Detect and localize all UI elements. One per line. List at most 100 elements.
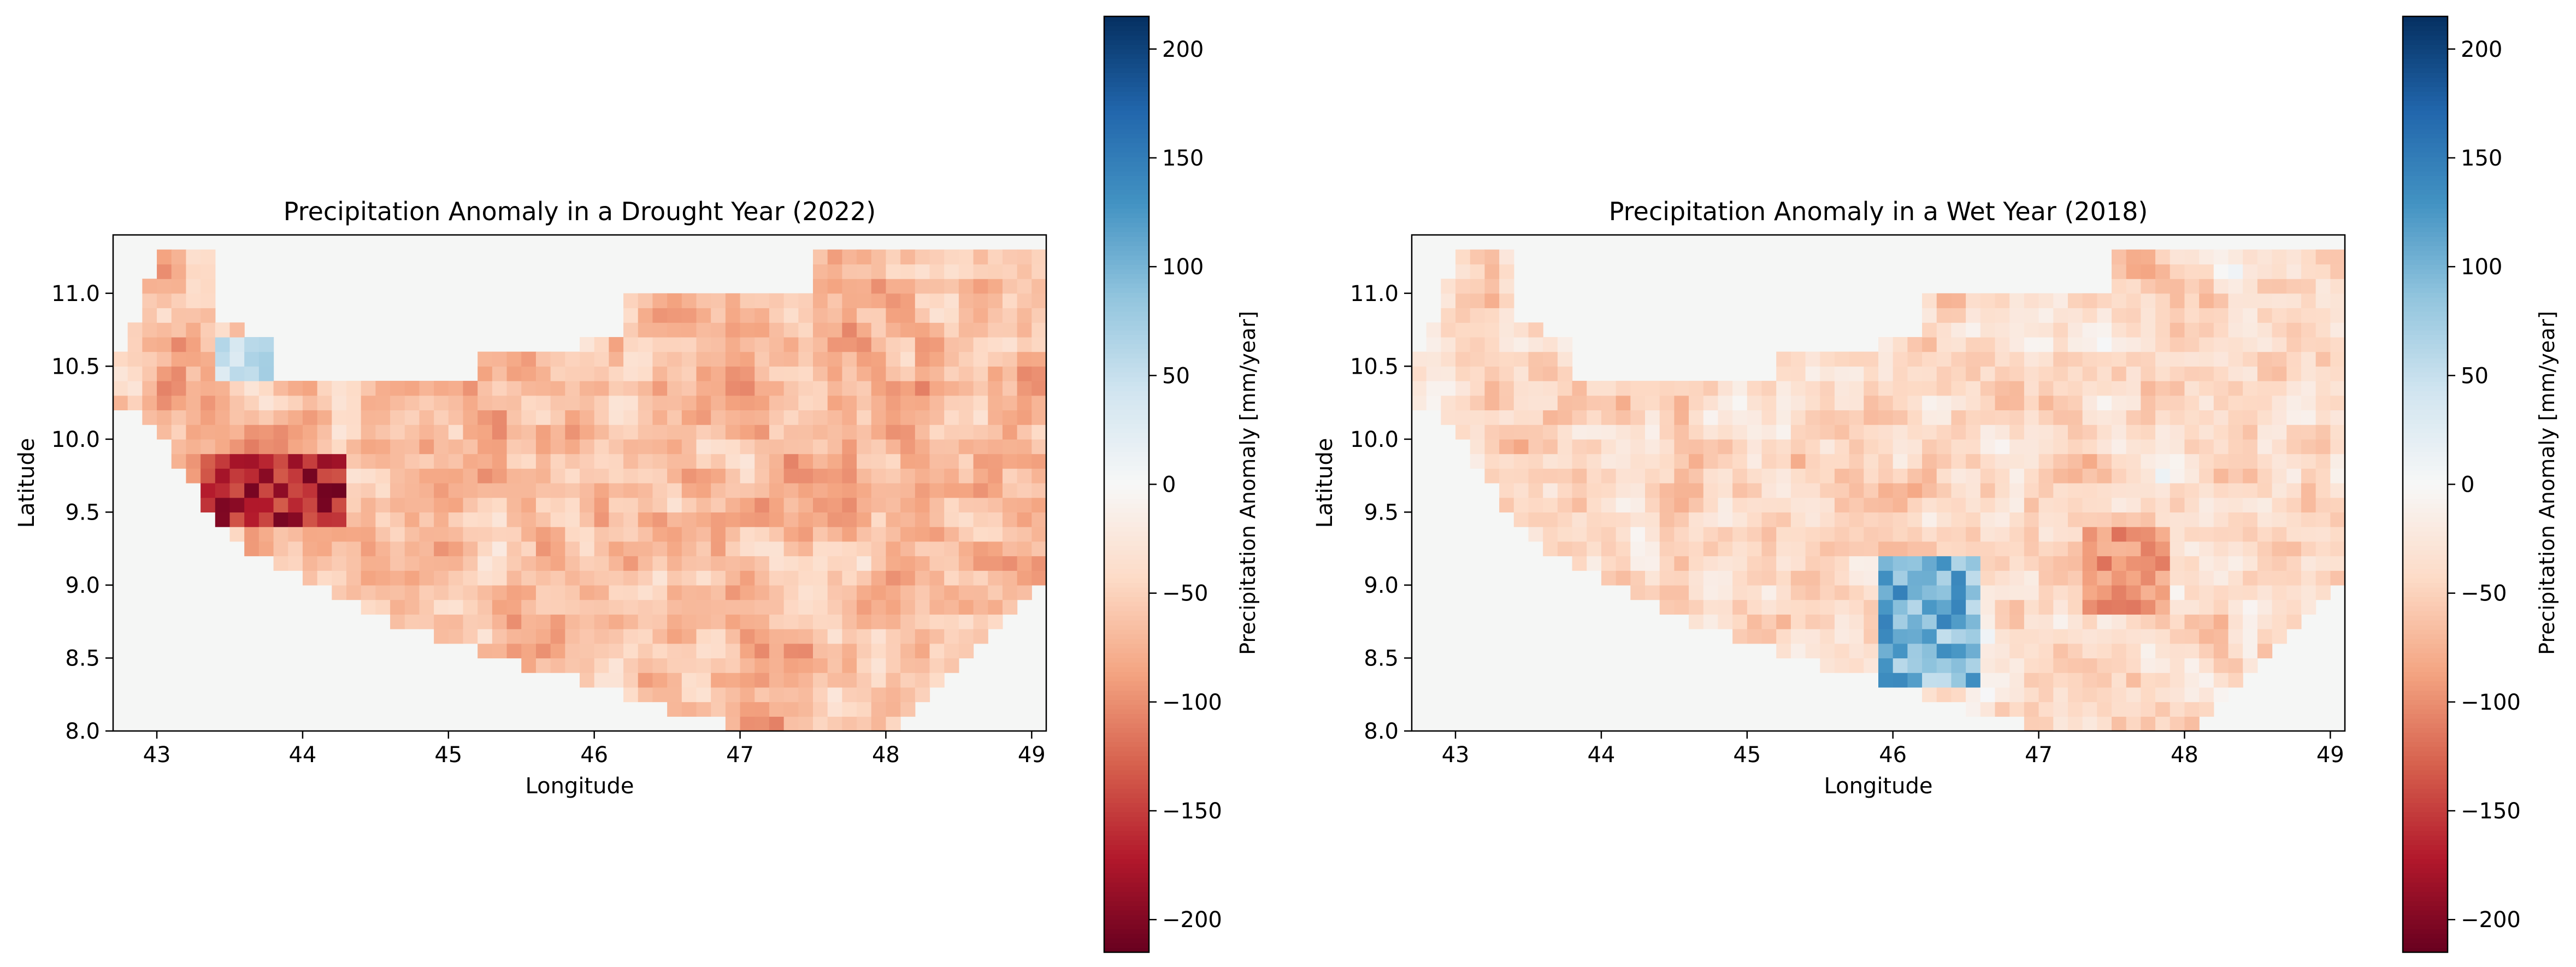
heatmap-cell bbox=[1572, 483, 1587, 498]
heatmap-cell bbox=[1689, 614, 1704, 629]
heatmap-cell bbox=[842, 512, 857, 527]
heatmap-cell bbox=[332, 541, 347, 557]
heatmap-cell bbox=[1645, 570, 1660, 586]
heatmap-cell bbox=[521, 541, 537, 557]
colorbar-segment bbox=[1104, 320, 1149, 326]
heatmap-cell bbox=[2009, 366, 2025, 381]
heatmap-cell bbox=[1587, 439, 1602, 455]
colorbar-segment bbox=[2403, 564, 2448, 569]
heatmap-cell bbox=[258, 410, 274, 425]
heatmap-cell bbox=[463, 614, 478, 629]
heatmap-cell bbox=[929, 497, 945, 513]
heatmap-cell bbox=[302, 556, 318, 571]
colorbar-segment bbox=[2403, 512, 2448, 518]
colorbar-segment bbox=[1104, 311, 1149, 316]
heatmap-cell bbox=[623, 585, 639, 600]
heatmap-cell bbox=[521, 629, 537, 644]
heatmap-cell bbox=[215, 483, 231, 498]
y-tick-label: 9.0 bbox=[65, 573, 100, 598]
heatmap-cell bbox=[2184, 497, 2200, 513]
heatmap-cell bbox=[448, 453, 464, 469]
heatmap-cell bbox=[725, 614, 741, 629]
colorbar-segment bbox=[1104, 550, 1149, 555]
heatmap-cell bbox=[638, 468, 653, 484]
heatmap-cell bbox=[2112, 483, 2127, 498]
heatmap-cell bbox=[2112, 673, 2127, 688]
heatmap-cell bbox=[332, 424, 347, 440]
heatmap-cell bbox=[2199, 337, 2214, 352]
heatmap-cell bbox=[857, 658, 872, 673]
heatmap-cell bbox=[1893, 673, 1908, 688]
heatmap-cell bbox=[1002, 483, 1018, 498]
heatmap-cell bbox=[157, 424, 172, 440]
heatmap-cell bbox=[492, 381, 508, 396]
heatmap-cell bbox=[346, 570, 362, 586]
heatmap-cell bbox=[1732, 541, 1748, 557]
colorbar-segment bbox=[1104, 498, 1149, 504]
heatmap-cell bbox=[390, 483, 405, 498]
heatmap-cell bbox=[1601, 395, 1617, 411]
heatmap-cell bbox=[1966, 410, 1981, 425]
heatmap-cell bbox=[1966, 701, 1981, 717]
heatmap-cell bbox=[1761, 497, 1777, 513]
heatmap-cell bbox=[580, 468, 595, 484]
colorbar-segment bbox=[1104, 643, 1149, 649]
heatmap-cell bbox=[1747, 527, 1762, 542]
heatmap-cell bbox=[1936, 643, 1952, 659]
heatmap-cell bbox=[1776, 351, 1791, 367]
heatmap-cell bbox=[594, 527, 609, 542]
heatmap-cell bbox=[1031, 410, 1047, 425]
heatmap-cell bbox=[1718, 468, 1733, 484]
heatmap-cell bbox=[827, 614, 842, 629]
heatmap-cell bbox=[886, 293, 901, 309]
colorbar-segment bbox=[2403, 72, 2448, 78]
heatmap-cell bbox=[2301, 395, 2316, 411]
heatmap-cell bbox=[463, 410, 478, 425]
heatmap-cell bbox=[434, 614, 449, 629]
heatmap-cell bbox=[623, 293, 639, 309]
heatmap-cell bbox=[958, 541, 974, 557]
heatmap-cell bbox=[521, 643, 537, 659]
heatmap-cell bbox=[2199, 614, 2214, 629]
heatmap-cell bbox=[1747, 614, 1762, 629]
colorbar-segment bbox=[1104, 404, 1149, 410]
heatmap-cell bbox=[2170, 673, 2185, 688]
heatmap-cell bbox=[973, 453, 988, 469]
heatmap-cell bbox=[492, 527, 508, 542]
heatmap-cell bbox=[1499, 293, 1514, 309]
heatmap-cell bbox=[2257, 264, 2273, 279]
heatmap-cell bbox=[681, 308, 697, 323]
heatmap-cell bbox=[244, 527, 260, 542]
heatmap-cell bbox=[594, 497, 609, 513]
heatmap-cell bbox=[1849, 585, 1864, 600]
heatmap-cell bbox=[681, 395, 697, 411]
heatmap-cell bbox=[419, 410, 434, 425]
heatmap-cell bbox=[2038, 629, 2054, 644]
heatmap-cell bbox=[857, 556, 872, 571]
heatmap-cell bbox=[1834, 395, 1850, 411]
colorbar-segment bbox=[1104, 39, 1149, 45]
heatmap-cell bbox=[813, 497, 828, 513]
heatmap-cell bbox=[2272, 351, 2287, 367]
heatmap-cell bbox=[900, 410, 916, 425]
heatmap-cell bbox=[2009, 424, 2025, 440]
heatmap-cell bbox=[929, 322, 945, 338]
heatmap-cell bbox=[1878, 585, 1894, 600]
heatmap-cell bbox=[2126, 279, 2141, 294]
heatmap-cell bbox=[1907, 643, 1923, 659]
colorbar-segment bbox=[1104, 769, 1149, 775]
heatmap-cell bbox=[667, 366, 682, 381]
heatmap-cell bbox=[2272, 308, 2287, 323]
heatmap-cell bbox=[725, 556, 741, 571]
heatmap-cell bbox=[419, 468, 434, 484]
heatmap-cell bbox=[1732, 381, 1748, 396]
heatmap-cell bbox=[2009, 497, 2025, 513]
heatmap-cell bbox=[215, 337, 231, 352]
colorbar-segment bbox=[2403, 891, 2448, 897]
heatmap-cell bbox=[2213, 395, 2229, 411]
heatmap-cell bbox=[609, 351, 624, 367]
colorbar-segment bbox=[1104, 428, 1149, 434]
heatmap-cell bbox=[565, 381, 580, 396]
heatmap-cell bbox=[725, 599, 741, 615]
heatmap-cell bbox=[2009, 570, 2025, 586]
